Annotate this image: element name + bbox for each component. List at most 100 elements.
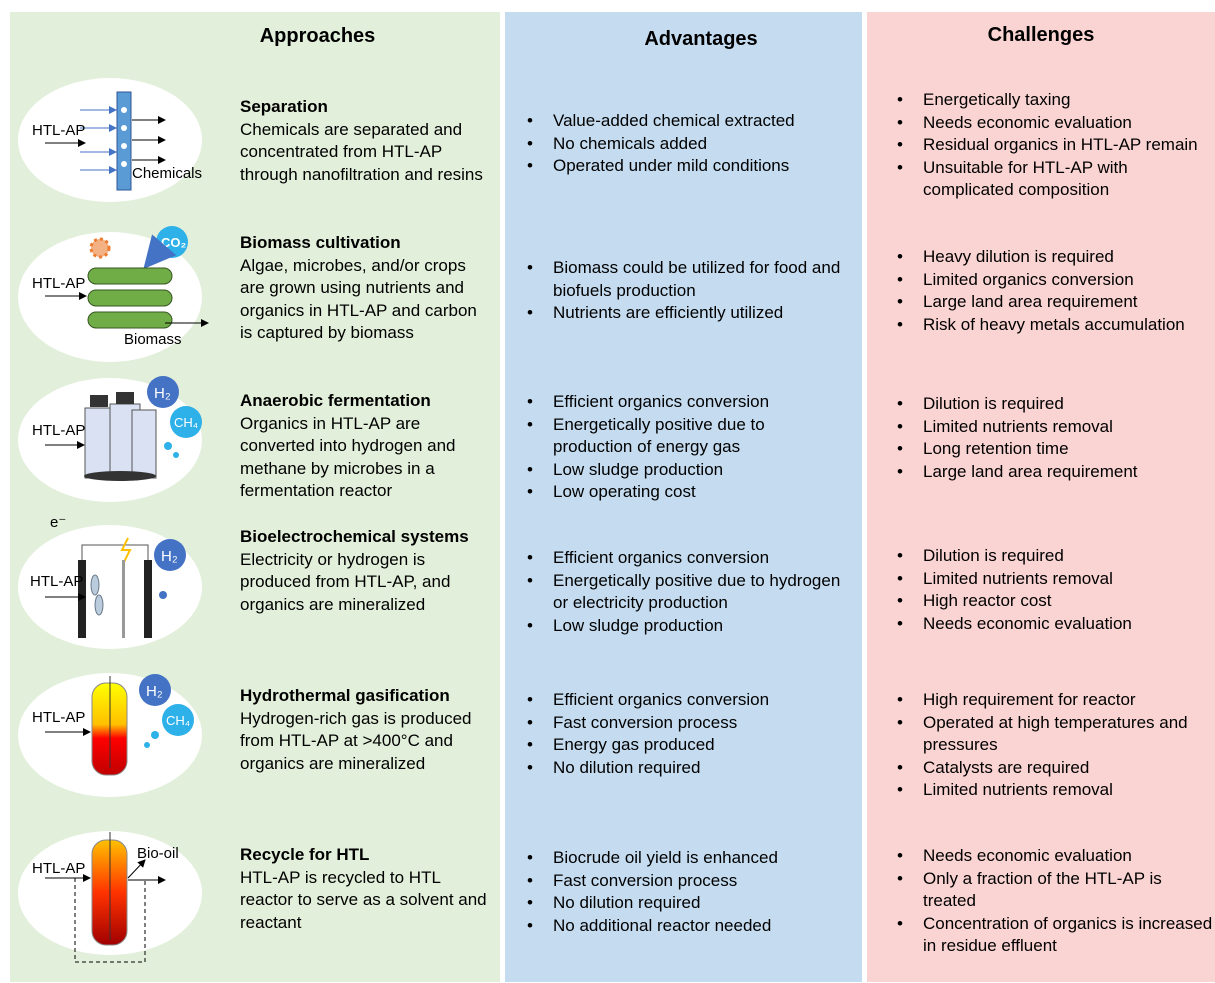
approach: Bioelectrochemical systems Electricity or…: [240, 526, 492, 616]
approach-title: Separation: [240, 97, 328, 116]
challenge-item: Risk of heavy metals accumulation: [895, 314, 1213, 337]
advantages-list: Biocrude oil yield is enhancedFast conve…: [525, 847, 845, 937]
approach-title: Hydrothermal gasification: [240, 686, 450, 705]
advantage-item: Efficient organics conversion: [525, 391, 845, 414]
column-header: Challenges: [987, 24, 1095, 46]
column-header: Advantages: [644, 28, 758, 50]
biomass-icon: CO₂ HTL-AP Biomass: [18, 226, 209, 362]
challenge-item: Limited nutrients removal: [895, 779, 1213, 802]
challenge-item: Limited nutrients removal: [895, 416, 1213, 439]
icon-label: CH₄: [174, 415, 198, 430]
challenge-item: Needs economic evaluation: [895, 613, 1213, 636]
challenges-list: Dilution is requiredLimited nutrients re…: [895, 393, 1213, 483]
icon-label: CH₄: [166, 713, 190, 728]
challenges-list: Heavy dilution is requiredLimited organi…: [895, 246, 1213, 336]
icon-label: HTL-AP: [32, 709, 85, 726]
advantage-item: Efficient organics conversion: [525, 689, 845, 712]
approach-title: Biomass cultivation: [240, 233, 401, 252]
advantages-list: Efficient organics conversionFast conver…: [525, 689, 845, 779]
approach-description: Organics in HTL-AP are converted into hy…: [240, 413, 456, 501]
challenge-item: Needs economic evaluation: [895, 112, 1213, 135]
advantage-item: Fast conversion process: [525, 712, 845, 735]
separation-icon: HTL-AP Chemicals: [18, 78, 202, 202]
challenge-item: Limited nutrients removal: [895, 568, 1213, 591]
challenge-item: Large land area requirement: [895, 291, 1213, 314]
icon-label: CO₂: [161, 235, 187, 250]
challenges-list: Energetically taxingNeeds economic evalu…: [895, 89, 1213, 202]
advantage-item: Low sludge production: [525, 615, 845, 638]
icon-label: Chemicals: [132, 165, 202, 182]
approach-description: HTL-AP is recycled to HTL reactor to ser…: [240, 867, 487, 932]
advantage-item: Energetically positive due to production…: [525, 414, 845, 459]
challenge-item: Residual organics in HTL-AP remain: [895, 134, 1213, 157]
advantage-item: Biocrude oil yield is enhanced: [525, 847, 845, 870]
challenge-item: Operated at high temperatures and pressu…: [895, 712, 1213, 757]
advantage-item: Efficient organics conversion: [525, 547, 845, 570]
advantage-item: No chemicals added: [525, 133, 845, 156]
challenge-item: High reactor cost: [895, 590, 1213, 613]
bioelectrochemical-icon: H₂ e⁻ HTL-AP: [18, 514, 202, 649]
challenge-item: Dilution is required: [895, 545, 1213, 568]
challenge-item: Long retention time: [895, 438, 1213, 461]
icon-label: H₂: [161, 548, 178, 565]
advantage-item: Biomass could be utilized for food and b…: [525, 257, 845, 302]
icon-label: Bio-oil: [137, 845, 179, 862]
advantage-item: Energetically positive due to hydrogen o…: [525, 570, 845, 615]
advantages-list: Efficient organics conversionEnergetical…: [525, 547, 845, 637]
icon-label: HTL-AP: [32, 122, 85, 139]
challenge-item: Large land area requirement: [895, 461, 1213, 484]
approach-description: Electricity or hydrogen is produced from…: [240, 549, 451, 614]
challenges-list: High requirement for reactorOperated at …: [895, 689, 1213, 802]
icons: HTL-AP Chemicals CO₂ HTL-AP Biomass H₂: [18, 78, 209, 963]
fermentation-icon: H₂ CH₄ HTL-AP: [18, 376, 202, 502]
challenge-item: Needs economic evaluation: [895, 845, 1213, 868]
approach-description: Hydrogen-rich gas is produced from HTL-A…: [240, 708, 472, 773]
icon-label: HTL-AP: [32, 275, 85, 292]
advantage-item: No additional reactor needed: [525, 915, 845, 938]
challenge-item: Energetically taxing: [895, 89, 1213, 112]
approach: Anaerobic fermentation Organics in HTL-AP…: [240, 390, 492, 503]
challenge-item: Heavy dilution is required: [895, 246, 1213, 269]
advantages-list: Value-added chemical extractedNo chemica…: [525, 110, 845, 178]
challenges-list: Dilution is requiredLimited nutrients re…: [895, 545, 1213, 635]
approach: Recycle for HTL HTL-AP is recycled to HTL…: [240, 844, 492, 934]
approach-description: Algae, microbes, and/or crops are grown …: [240, 255, 477, 343]
advantage-item: Low operating cost: [525, 481, 845, 504]
approach: Hydrothermal gasification Hydrogen-rich g…: [240, 685, 492, 775]
advantage-item: No dilution required: [525, 757, 845, 780]
challenge-item: Dilution is required: [895, 393, 1213, 416]
approach: Separation Chemicals are separated and co…: [240, 96, 492, 186]
challenge-item: Catalysts are required: [895, 757, 1213, 780]
approach-title: Bioelectrochemical systems: [240, 527, 469, 546]
advantage-item: No dilution required: [525, 892, 845, 915]
advantage-item: Fast conversion process: [525, 870, 845, 893]
advantages-list: Efficient organics conversionEnergetical…: [525, 391, 845, 504]
approach-description: Chemicals are separated and concentrated…: [240, 119, 483, 184]
challenge-item: Unsuitable for HTL-AP with complicated c…: [895, 157, 1213, 202]
icon-label: Biomass: [124, 331, 182, 348]
approach-title: Recycle for HTL: [240, 845, 370, 864]
icon-label: e⁻: [50, 514, 66, 531]
advantage-item: Nutrients are efficiently utilized: [525, 302, 845, 325]
advantage-item: Low sludge production: [525, 459, 845, 482]
recycle-icon: HTL-AP Bio-oil: [18, 831, 202, 963]
advantage-item: Value-added chemical extracted: [525, 110, 845, 133]
icon-label: H₂: [146, 683, 163, 700]
icon-label: HTL-AP: [32, 422, 85, 439]
column-header: Approaches: [259, 25, 376, 47]
challenges-list: Needs economic evaluationOnly a fraction…: [895, 845, 1213, 958]
challenge-item: High requirement for reactor: [895, 689, 1213, 712]
advantage-item: Energy gas produced: [525, 734, 845, 757]
challenge-item: Only a fraction of the HTL-AP is treated: [895, 868, 1213, 913]
icon-label: HTL-AP: [32, 860, 85, 877]
challenge-item: Concentration of organics is increased i…: [895, 913, 1213, 958]
approach-title: Anaerobic fermentation: [240, 391, 431, 410]
approach: Biomass cultivation Algae, microbes, and/…: [240, 232, 492, 345]
advantage-item: Operated under mild conditions: [525, 155, 845, 178]
icon-label: H₂: [154, 385, 171, 402]
challenge-item: Limited organics conversion: [895, 269, 1213, 292]
icon-label: HTL-AP: [30, 573, 83, 590]
gasification-icon: H₂ CH₄ HTL-AP: [18, 673, 202, 797]
advantages-list: Biomass could be utilized for food and b…: [525, 257, 845, 325]
